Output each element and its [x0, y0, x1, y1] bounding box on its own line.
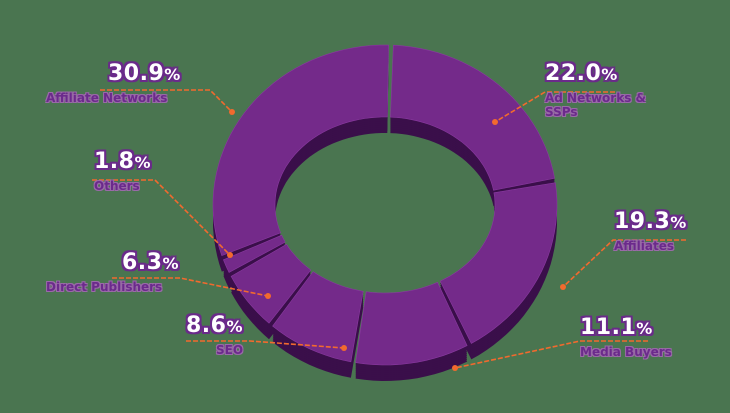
leader-dot-icon: [492, 119, 498, 125]
percent-value: 6.3%: [122, 251, 246, 276]
category-name-line2: SSPs: [545, 105, 578, 119]
segment-affiliate-networks: [212, 44, 389, 256]
category-name: Affiliates: [614, 239, 675, 253]
percent-number: 11.1: [580, 315, 637, 340]
label-affiliate-networks: 30.9% Affiliate Networks: [46, 62, 236, 106]
label-ad-networks: 22.0% Ad Networks & SSPs: [545, 62, 685, 120]
segment-others: [223, 234, 286, 273]
label-direct-publishers: 6.3% Direct Publishers: [46, 251, 246, 295]
category-name: SEO: [216, 343, 244, 357]
percent-sign: %: [164, 65, 181, 84]
donut-segments: [212, 44, 558, 381]
percent-sign: %: [134, 153, 152, 172]
leader-line-seo: [186, 340, 345, 349]
percent-number: 1.8: [94, 149, 135, 174]
leader-line-affiliate-networks: [100, 89, 233, 113]
percent-value: 11.1%: [580, 316, 700, 341]
category-name: Others: [94, 179, 140, 193]
label-seo: 8.6% SEO: [186, 314, 286, 358]
percent-sign: %: [636, 319, 653, 338]
percent-number: 6.3: [122, 250, 163, 275]
leader-line-affiliates: [562, 239, 686, 288]
percent-value: 8.6%: [186, 314, 286, 339]
percent-number: 22.0: [545, 61, 602, 86]
label-others: 1.8% Others: [94, 150, 214, 194]
category-name: Media Buyers: [580, 345, 672, 359]
percent-sign: %: [670, 213, 687, 232]
leader-dot-icon: [265, 293, 271, 299]
leader-dot-icon: [229, 109, 235, 115]
percent-value: 30.9%: [108, 62, 236, 87]
leader-dot-icon: [452, 365, 458, 371]
category-name: Affiliate Networks: [46, 91, 168, 105]
percent-number: 8.6: [186, 313, 227, 338]
leader-line-others: [92, 179, 231, 256]
percent-sign: %: [226, 317, 244, 336]
segment-affiliates: [439, 182, 558, 344]
leader-line-media-buyers: [454, 340, 648, 369]
percent-number: 19.3: [614, 209, 671, 234]
percent-sign: %: [162, 254, 180, 273]
leader-line-ad-networks: [494, 91, 615, 123]
segment-direct-publishers: [230, 243, 312, 324]
label-media-buyers: 11.1% Media Buyers: [580, 316, 700, 360]
category-name: Direct Publishers: [46, 280, 163, 294]
percent-number: 30.9: [108, 61, 165, 86]
segment-media-buyers: [355, 281, 468, 366]
leader-dot-icon: [560, 284, 566, 290]
percent-sign: %: [601, 65, 618, 84]
percent-value: 1.8%: [94, 150, 214, 175]
leader-dot-icon: [341, 345, 347, 351]
leader-dot-icon: [227, 252, 233, 258]
segment-ad-networks-ssps: [390, 44, 555, 191]
leader-lines: [92, 89, 686, 371]
segment-seo: [272, 271, 364, 363]
label-affiliates: 19.3% Affiliates: [614, 210, 724, 254]
percent-value: 22.0%: [545, 62, 685, 87]
percent-value: 19.3%: [614, 210, 724, 235]
leader-line-direct-publishers: [112, 277, 269, 297]
category-name: Ad Networks &: [545, 91, 646, 105]
